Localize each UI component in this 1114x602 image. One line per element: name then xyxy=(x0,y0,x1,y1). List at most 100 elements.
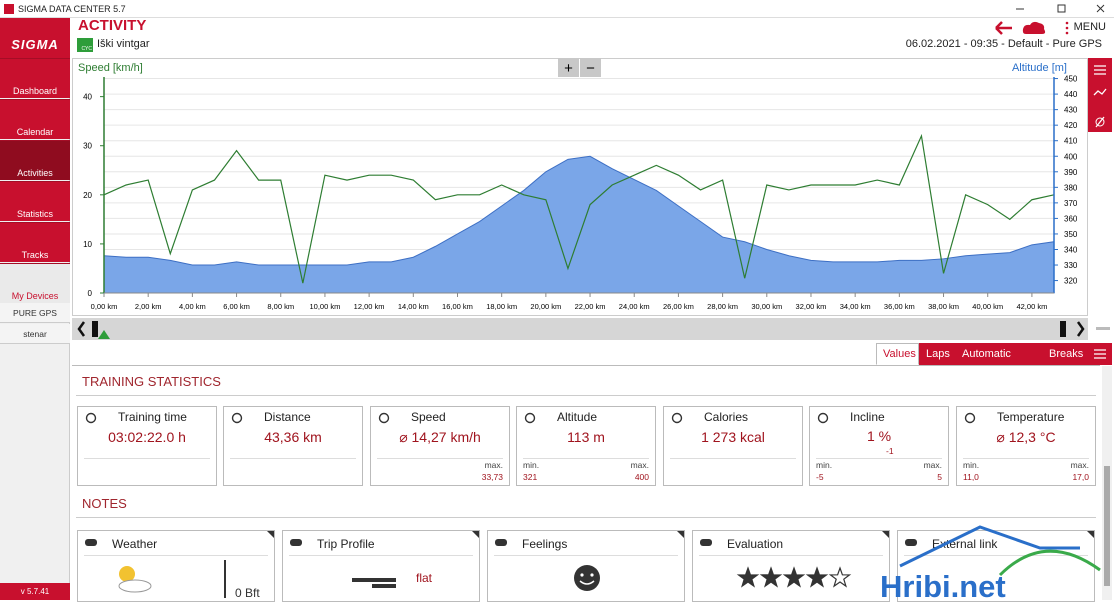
separator xyxy=(84,458,210,459)
title-bar: SIGMA DATA CENTER 5.7 xyxy=(0,0,1114,18)
stat-title: Temperature xyxy=(997,410,1065,424)
nav-item[interactable]: Statistics xyxy=(0,181,70,221)
max-label: max. xyxy=(1070,460,1089,470)
stat-icon xyxy=(524,412,536,424)
stat-card: Calories 1 273 kcal xyxy=(663,406,803,486)
stat-card: Altitude 113 m min. 321 max. 400 xyxy=(516,406,656,486)
separator xyxy=(816,458,942,459)
window-title: SIGMA DATA CENTER 5.7 xyxy=(18,4,126,14)
tab-menu[interactable] xyxy=(1088,343,1112,365)
stat-title: Calories xyxy=(704,410,749,424)
min-label: min. xyxy=(963,460,980,470)
max-label: max. xyxy=(923,460,942,470)
nav-item[interactable]: Tracks xyxy=(0,222,70,262)
collapse-handle[interactable] xyxy=(1096,327,1110,330)
rating-star xyxy=(782,566,806,588)
stat-value: ⌀ 12,3 °C xyxy=(996,429,1056,445)
note-title: Trip Profile xyxy=(317,537,375,551)
rating-star xyxy=(805,566,829,588)
version: v 5.7.41 xyxy=(0,583,70,600)
stat-value: 03:02:22.0 h xyxy=(108,429,186,445)
scrollbar[interactable] xyxy=(1102,366,1112,600)
divider xyxy=(76,517,1096,518)
cloud-icon[interactable] xyxy=(1022,21,1046,34)
stat-card: Distance 43,36 km xyxy=(223,406,363,486)
activity-info: 06.02.2021 - 09:35 - Default - Pure GPS xyxy=(905,38,1102,50)
close[interactable] xyxy=(1096,4,1105,13)
nav-item[interactable]: My Devices xyxy=(0,263,70,303)
note-card[interactable]: Weather 0 Bft xyxy=(77,530,275,602)
section-title: NOTES xyxy=(82,496,127,511)
user-name: stenar xyxy=(0,324,70,344)
tab[interactable]: Breaks xyxy=(1042,343,1088,365)
nav-item[interactable]: Activities xyxy=(0,140,70,180)
tab[interactable]: Laps xyxy=(919,343,955,365)
restore[interactable] xyxy=(1057,4,1066,13)
note-graphics xyxy=(290,531,479,588)
device-name: PURE GPS xyxy=(0,303,70,323)
nav-item[interactable]: Calendar xyxy=(0,99,70,139)
note-title: Feelings xyxy=(522,537,568,551)
note-card[interactable]: Evaluation xyxy=(692,530,890,602)
note-card[interactable]: External link xyxy=(897,530,1095,602)
max-value: 33,73 xyxy=(481,472,503,482)
max-value: 400 xyxy=(634,472,649,482)
stat-card: Speed ⌀ 14,27 km/h max. 33,73 xyxy=(370,406,510,486)
separator xyxy=(230,458,356,459)
tab[interactable]: Automatic Laps xyxy=(955,343,1042,380)
separator xyxy=(377,458,503,459)
min-label: min. xyxy=(816,460,833,470)
divider xyxy=(76,395,1096,396)
note-title: Weather xyxy=(112,537,158,551)
sport-badge: CYC xyxy=(77,38,93,52)
stat-card: Training time 03:02:22.0 h xyxy=(77,406,217,486)
separator xyxy=(963,458,1089,459)
section-title: TRAINING STATISTICS xyxy=(82,374,221,389)
note-value: 0 Bft xyxy=(235,586,260,600)
chart-panel xyxy=(72,58,1088,316)
max-label: max. xyxy=(484,460,503,470)
rating-star xyxy=(759,566,783,588)
note-card[interactable]: Trip Profile flat xyxy=(282,530,480,602)
stat-title: Incline xyxy=(850,410,885,424)
stat-icon xyxy=(671,412,683,424)
max-label: max. xyxy=(630,460,649,470)
stat-icon xyxy=(378,412,390,424)
tab[interactable]: Values xyxy=(876,343,919,365)
note-card[interactable]: Feelings xyxy=(487,530,685,602)
content-panel xyxy=(72,365,1100,600)
menu-button[interactable]: MENU xyxy=(1073,21,1106,33)
max-value: 17,0 xyxy=(1072,472,1089,482)
stat-sub: -1 xyxy=(886,446,894,456)
max-value: 5 xyxy=(937,472,942,482)
stat-icon xyxy=(817,412,829,424)
min-value: 11,0 xyxy=(963,472,979,482)
separator xyxy=(523,458,649,459)
app-icon xyxy=(4,4,14,14)
note-graphics xyxy=(905,531,1094,546)
stat-card: Temperature ⌀ 12,3 °C min. 11,0 max. 17,0 xyxy=(956,406,1096,486)
note-graphics xyxy=(85,531,274,598)
stat-value: ⌀ 14,27 km/h xyxy=(399,429,481,445)
back-icon[interactable] xyxy=(995,21,1012,35)
sidebar: SIGMA Dashboard Calendar Activities Statist… xyxy=(0,18,70,600)
separator xyxy=(494,555,678,556)
separator xyxy=(699,555,883,556)
stat-icon xyxy=(85,412,97,424)
chart-toolbar[interactable] xyxy=(1088,58,1112,132)
min-value: -5 xyxy=(816,472,824,482)
activity-name: Iški vintgar xyxy=(97,38,150,50)
range-slider[interactable] xyxy=(72,318,1088,340)
note-graphics xyxy=(495,531,684,591)
separator xyxy=(84,555,268,556)
nav-item[interactable]: Dashboard xyxy=(0,58,70,98)
stat-value: 43,36 km xyxy=(264,429,322,445)
min-value: 321 xyxy=(523,472,538,482)
stat-title: Speed xyxy=(411,410,446,424)
window-controls xyxy=(4,4,1105,14)
logo: SIGMA xyxy=(0,18,70,58)
stat-value: 113 m xyxy=(567,429,605,445)
stat-icon xyxy=(964,412,976,424)
note-value: flat xyxy=(416,571,433,585)
